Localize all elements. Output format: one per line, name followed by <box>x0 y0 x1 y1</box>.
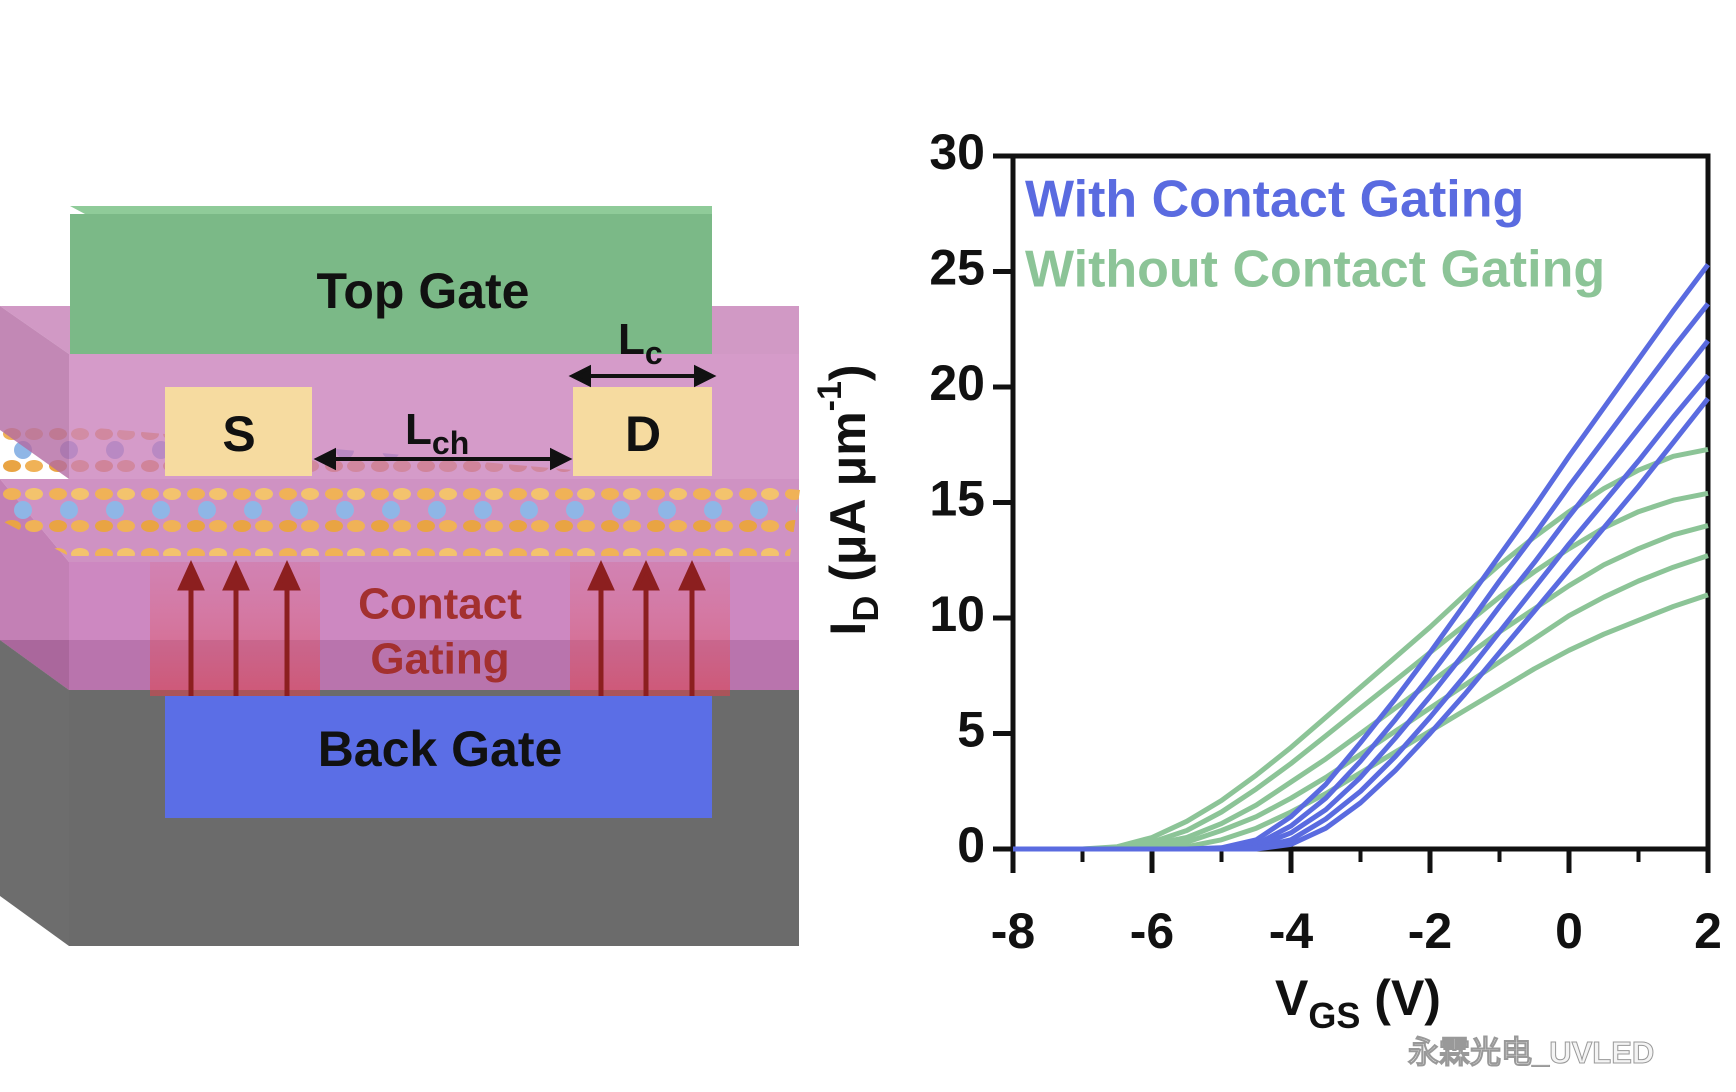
y-tick-label: 15 <box>929 471 985 527</box>
gating-arrows <box>177 559 706 696</box>
unit: (μA μm <box>820 411 876 595</box>
substrate-side <box>0 640 69 946</box>
symbol: V <box>1275 970 1309 1026</box>
x-tick-label: -2 <box>1408 903 1452 959</box>
arrow-head <box>587 559 615 591</box>
x-tick-label: -6 <box>1130 903 1174 959</box>
contact-length-label: Lc <box>618 315 663 372</box>
arrow-head <box>678 559 706 591</box>
top-gate-label: Top Gate <box>317 263 530 319</box>
legend-entry: Without Contact Gating <box>1025 241 1605 299</box>
top-gate-block <box>70 214 712 354</box>
legend-entry: With Contact Gating <box>1025 171 1524 229</box>
source-contact <box>165 387 312 476</box>
arrow-head <box>568 364 591 388</box>
arrow-head <box>694 364 717 388</box>
symbol: L <box>618 315 645 364</box>
x-tick-label: -4 <box>1269 903 1314 959</box>
subscript: D <box>845 596 886 622</box>
x-tick-label: 2 <box>1694 903 1722 959</box>
watermark: 永霖光电_UVLED <box>1408 1035 1654 1070</box>
y-tick-label: 5 <box>957 702 985 758</box>
lower-dielectric-side <box>0 479 69 690</box>
y-axis-label: ID (μA μm-1) <box>811 364 886 635</box>
curve <box>1013 397 1710 852</box>
device-diagram: Top Gate S D Lch Lc Contact Gating Back … <box>0 206 800 946</box>
back-gate-label: Back Gate <box>318 721 563 777</box>
x-tick-label: 0 <box>1555 903 1583 959</box>
arrow-head <box>550 447 573 471</box>
curve <box>1013 592 1709 852</box>
curve <box>1013 302 1710 852</box>
chart: 0 5 10 15 20 25 30 -8 -6 -4 -2 0 2 VGS (V) ID (μA μm-1… <box>811 124 1722 1035</box>
channel-length-label: Lch <box>405 405 469 462</box>
y-tick-label: 25 <box>929 240 985 296</box>
subscript: GS <box>1308 995 1360 1036</box>
back-gate-block <box>165 696 712 818</box>
arrow-head <box>632 559 660 591</box>
curve <box>1013 490 1709 852</box>
contact-gating-label: Gating <box>370 635 509 684</box>
y-tick-label: 10 <box>929 586 985 642</box>
arrow-head <box>177 559 205 591</box>
arrow-head <box>273 559 301 591</box>
symbol: I <box>820 622 876 636</box>
upper-dielectric-side <box>0 306 69 479</box>
contact-gating-label: Contact <box>358 580 522 629</box>
x-axis-label: VGS (V) <box>1275 970 1441 1035</box>
subscript: ch <box>432 425 469 461</box>
drain-contact <box>573 387 712 476</box>
arrow-head <box>222 559 250 591</box>
symbol: L <box>405 405 432 454</box>
length-arrows <box>313 364 717 471</box>
unit-end: ) <box>820 364 876 381</box>
y-tick-label: 30 <box>929 124 985 180</box>
x-tick-label: -8 <box>991 903 1035 959</box>
subscript: c <box>645 335 663 371</box>
y-tick-label: 20 <box>929 355 985 411</box>
arrow-head <box>313 447 336 471</box>
drain-label: D <box>625 406 661 462</box>
y-tick-label: 0 <box>957 817 985 873</box>
superscript: -1 <box>811 381 849 411</box>
unit: (V) <box>1360 970 1441 1026</box>
source-label: S <box>222 406 255 462</box>
